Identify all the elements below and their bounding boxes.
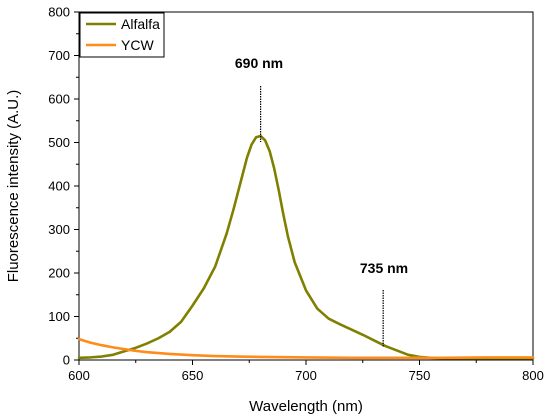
series-layer (77, 134, 535, 360)
y-tick-label: 200 (48, 266, 70, 281)
y-tick-label: 700 (48, 48, 70, 63)
y-tick-label: 300 (48, 222, 70, 237)
y-tick-label: 400 (48, 179, 70, 194)
y-tick-label: 800 (48, 5, 70, 20)
annotation-label: 690 nm (235, 55, 283, 71)
y-tick-label: 500 (48, 135, 70, 150)
plot-frame (78, 11, 534, 361)
series-line-alfalfa (77, 134, 535, 360)
x-tick-label: 750 (409, 368, 431, 383)
x-axis-title: Wavelength (nm) (249, 398, 363, 415)
legend-box (79, 12, 165, 58)
annotations-layer: 690 nm 735 nm (235, 55, 408, 347)
legend-label: Alfalfa (121, 16, 160, 32)
legend-label: YCW (121, 37, 154, 53)
annotation-label: 735 nm (360, 260, 408, 276)
y-tick-label: 0 (63, 353, 70, 368)
y-tick-label: 100 (48, 309, 70, 324)
x-tick-label: 650 (182, 368, 204, 383)
series-line-ycw (77, 337, 535, 360)
x-tick-label: 700 (295, 368, 317, 383)
y-axis-title: Fluorescence intensity (A.U.) (5, 90, 22, 283)
y-tick-label: 600 (48, 92, 70, 107)
axes-layer: 600 650 700 750 800 0 100 200 300 400 500 600 700 800… (5, 5, 544, 416)
legend: Alfalfa YCW (79, 12, 165, 58)
x-tick-label: 800 (522, 368, 544, 383)
x-tick-label: 600 (68, 368, 90, 383)
